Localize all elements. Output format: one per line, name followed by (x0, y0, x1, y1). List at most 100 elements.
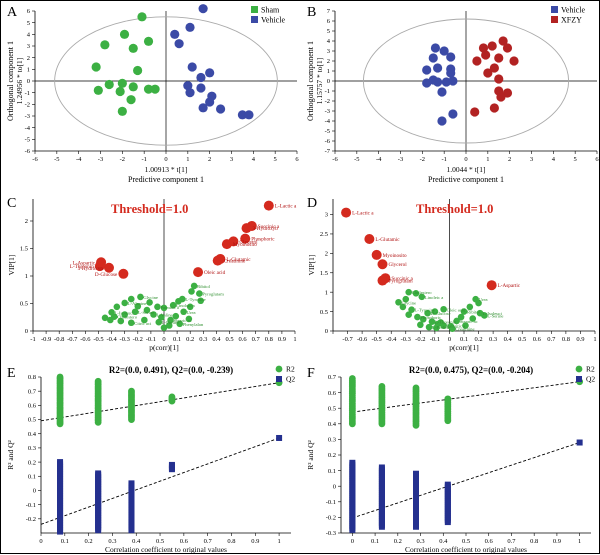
nonsignificant-label: Oleic acid (447, 307, 466, 312)
panel-f-permutation: F 0 0.1 0.2 0.3 0.4 0.5 0.6 0.7 0.8 0.9 1 -0.3 -0.2 -0… (306, 365, 595, 555)
r2-point (348, 375, 356, 382)
r2-point (168, 393, 176, 401)
panel-d-splot: D -0.7 -0.6 -0.5 -0.4 -0.3 -0.2 -0.1 0 0.1 0.2 0.3 0… (307, 196, 597, 352)
nonsignificant-label: Stearic ac (174, 318, 192, 323)
legend-swatch (551, 6, 558, 13)
q2-point (168, 461, 175, 468)
x-tick-label: -4 (76, 156, 82, 163)
x-tick-label: 0.1 (173, 336, 181, 343)
score-point-vehicle (170, 29, 180, 39)
x-tick-label: 0.7 (204, 538, 213, 545)
significant-point (241, 223, 252, 234)
significant-label: L-Aspartic (73, 260, 96, 266)
score-point-xfzy (481, 50, 491, 60)
y-tick-label: 0.4 (328, 421, 337, 428)
nonsignificant-point (150, 311, 157, 318)
nonsignificant-point (437, 319, 445, 326)
x-tick-label: -6 (332, 156, 338, 163)
x-tick-label: 0.2 (474, 336, 482, 343)
y-tick-label: -3 (25, 113, 30, 120)
score-point-vehicle (433, 63, 443, 73)
score-point-vehicle (446, 52, 456, 62)
nonsignificant-point (466, 303, 474, 311)
y-tick-label: 0 (25, 328, 28, 335)
nonsignificant-label: Ribitol (467, 310, 480, 315)
x-tick-label: 0.3 (416, 538, 424, 545)
permutation-title: R2=(0.0, 0.491), Q2=(0.0, -0.239) (109, 365, 233, 375)
score-point-vehicle (428, 53, 438, 63)
q2-original-point (276, 434, 283, 441)
nonsignificant-label: Urea (187, 310, 196, 315)
y-tick-label: -5 (325, 128, 330, 135)
x-axis-label: p(corr)[1] (449, 343, 479, 352)
x-tick-label: 0.5 (518, 336, 526, 343)
x-tick-label: -2 (120, 156, 125, 163)
nonsignificant-point (117, 317, 125, 325)
threshold-annotation: Threshold=1.0 (416, 202, 493, 216)
x-tick-label: 0.7 (252, 336, 261, 343)
score-point-vehicle (422, 78, 432, 88)
nonsignificant-label: Linoleic a (425, 295, 444, 300)
y-tick-label: 2 (325, 251, 328, 258)
significant-label: Glycerol (388, 262, 407, 268)
nonsignificant-label: L-Tyrosine (185, 297, 205, 302)
x-axis-label: p(corr)[1] (149, 343, 179, 352)
x-tick-label: 0.9 (576, 336, 584, 343)
nonsignificant-point (475, 299, 482, 307)
nonsignificant-point (440, 305, 447, 313)
y-tick-label: 2.5 (320, 231, 328, 238)
q2-point (95, 470, 102, 477)
nonsignificant-point (121, 299, 128, 307)
x-tick-label: -0.1 (146, 336, 156, 343)
nonsignificant-label: L-Valine (157, 313, 173, 318)
y-tick-label: -7 (325, 148, 331, 155)
nonsignificant-point (113, 303, 121, 311)
r2-point (378, 382, 386, 390)
y-tick-label: 0.2 (328, 452, 336, 459)
x-tick-label: 0.2 (394, 538, 402, 545)
score-point-sham (133, 65, 143, 76)
nonsignificant-point (433, 324, 440, 332)
x-tick-label: 0.8 (530, 538, 538, 545)
score-point-sham (143, 36, 154, 46)
score-point-xfzy (502, 43, 513, 53)
x-tick-label: -2 (420, 156, 425, 163)
x-tick-label: -3 (398, 156, 403, 163)
x-tick-label: 0.4 (132, 538, 141, 545)
score-point-xfzy (496, 92, 506, 102)
significant-label: L-Glutamic (226, 257, 251, 263)
y-tick-label: -0.3 (326, 530, 336, 537)
x-tick-label: 0.1 (61, 538, 69, 545)
nonsignificant-point (190, 282, 198, 290)
significant-point (341, 207, 352, 218)
x-tick-label: -0.9 (41, 336, 51, 343)
score-point-vehicle (205, 97, 215, 107)
score-point-vehicle (433, 77, 443, 87)
nonsignificant-point (462, 322, 469, 329)
nonsignificant-label: Glycine (402, 300, 417, 305)
significant-point (486, 280, 497, 291)
significant-point (371, 249, 382, 260)
nonsignificant-point (453, 317, 461, 325)
x-tick-label: -0.3 (401, 336, 411, 343)
significant-point (263, 200, 274, 211)
nonsignificant-label: Linoleic a (176, 303, 195, 308)
nonsignificant-point (127, 319, 135, 327)
significant-point (118, 268, 129, 279)
y-tick-label: -2 (25, 102, 30, 109)
legend-label: Sham (261, 6, 280, 15)
y-tick-label: 0.7 (28, 388, 37, 395)
x-tick-label: 0.5 (462, 538, 470, 545)
y-tick-label: 0 (27, 78, 30, 85)
score-point-vehicle (198, 103, 208, 113)
nonsignificant-point (457, 313, 465, 321)
score-point-xfzy (489, 63, 499, 73)
significant-point (193, 267, 204, 278)
x-tick-label: 0.6 (180, 538, 189, 545)
nonsignificant-point (134, 302, 142, 310)
significant-point (94, 261, 105, 272)
significant-point (212, 255, 223, 266)
significant-label: 3-Hydroxyp (78, 266, 104, 272)
legend-marker-r2 (275, 365, 283, 373)
significant-label: Pyroglutam (388, 279, 412, 285)
